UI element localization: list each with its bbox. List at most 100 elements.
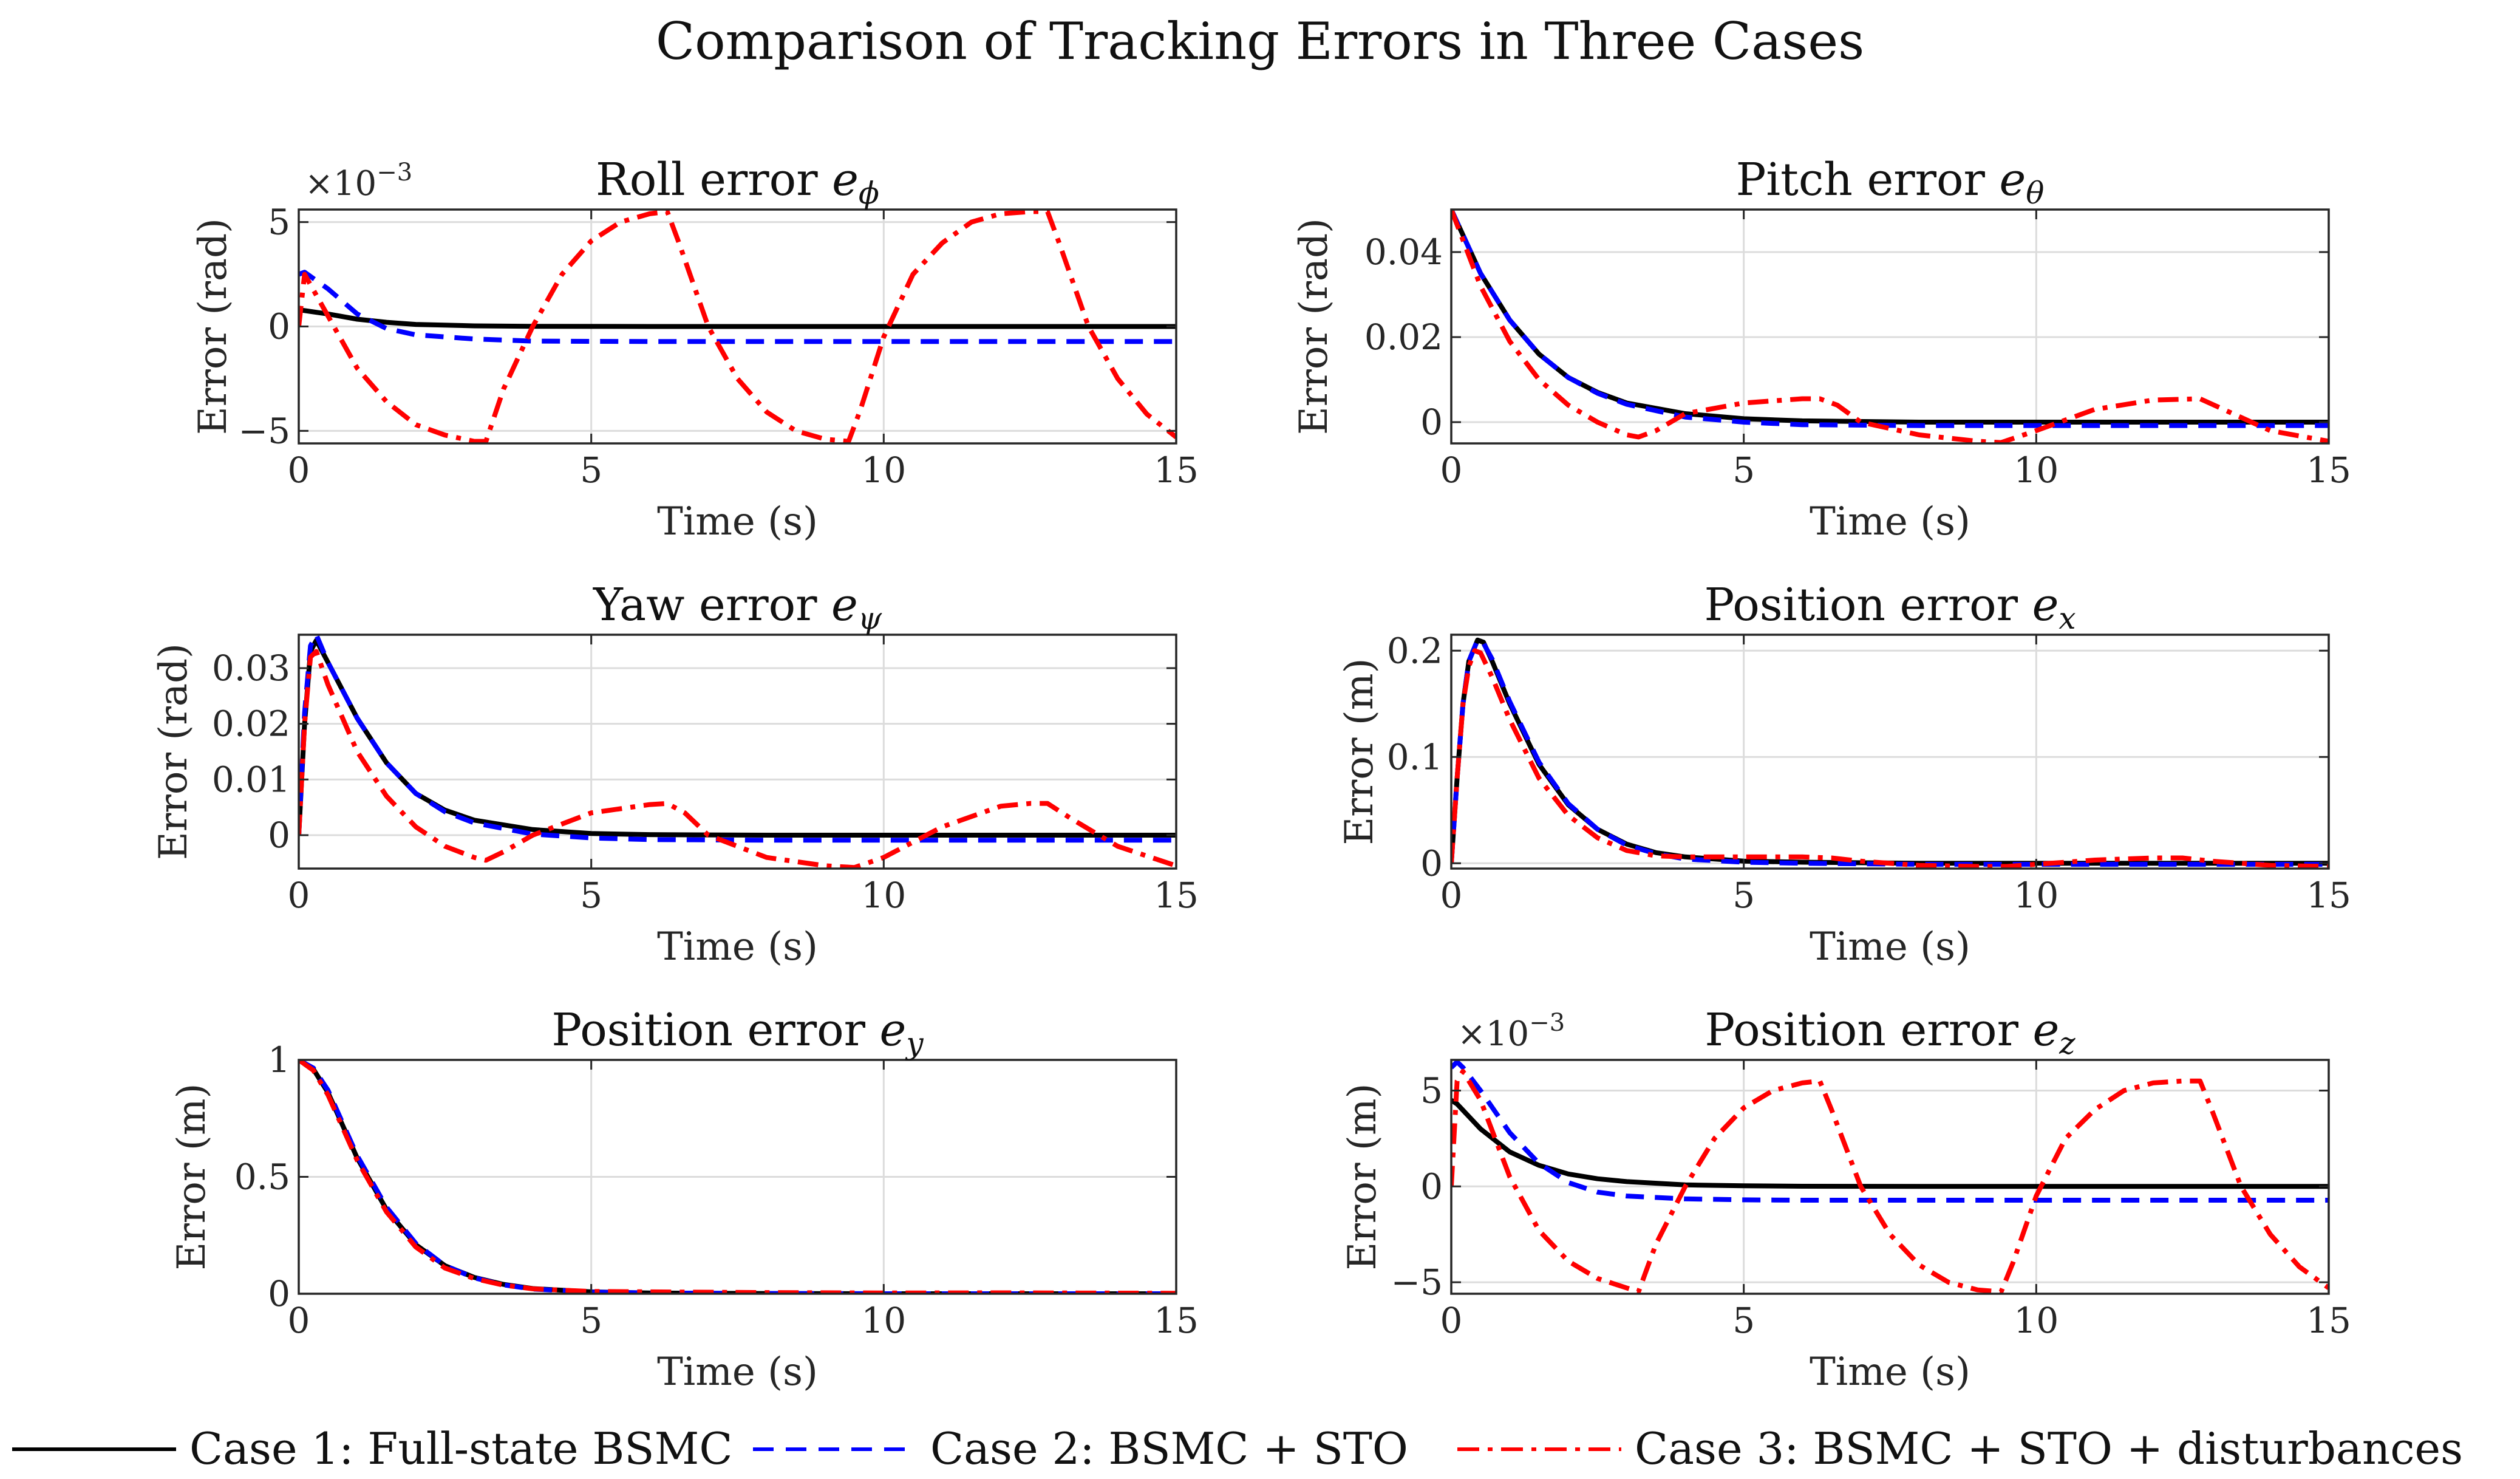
axes-box (1450, 1059, 2330, 1295)
legend: Case 1: Full-state BSMC Case 2: BSMC + S… (0, 1418, 2520, 1479)
x-tick-label: 15 (1154, 875, 1199, 916)
legend-item-case1: Case 1: Full-state BSMC (12, 1418, 732, 1479)
x-tick-label: 15 (2306, 875, 2351, 916)
x-tick-label: 0 (1440, 875, 1463, 916)
y-tick-label: 0.5 (234, 1156, 290, 1198)
y-tick-label: 0.02 (1364, 316, 1443, 358)
x-axis-label: Time (s) (657, 1350, 818, 1395)
series-line-case3 (1451, 1068, 2329, 1294)
series-line-case1 (1451, 1098, 2329, 1189)
subplot-title: Yaw error eψ (593, 579, 882, 636)
x-tick-label: 15 (1154, 1300, 1199, 1341)
x-tick-label: 0 (1440, 449, 1463, 491)
y-exponent-label: ×10−3 (1457, 1009, 1565, 1054)
legend-swatch-case3 (1457, 1447, 1621, 1451)
legend-label-case3: Case 3: BSMC + STO + disturbances (1635, 1423, 2464, 1474)
x-tick-label: 10 (2014, 875, 2059, 916)
y-tick-label: 0.1 (1387, 736, 1443, 777)
subplot-5: 0 5 10 15 0 0.5 1 Position error ey Time (s) Erro… (169, 1004, 1199, 1395)
legend-swatch-case1 (12, 1447, 176, 1451)
series-line-case1 (299, 307, 1176, 329)
y-exponent-label: ×10−3 (305, 159, 412, 203)
series-line-case3 (299, 649, 1176, 869)
y-axis-label: Error (m) (169, 1084, 214, 1271)
legend-label-case2: Case 2: BSMC + STO (930, 1423, 1408, 1474)
y-axis-label: Error (m) (1340, 1084, 1385, 1271)
x-axis-label: Time (s) (657, 499, 818, 544)
x-tick-label: 15 (1154, 449, 1199, 491)
x-tick-label: 10 (861, 1300, 906, 1341)
series-line-case2 (299, 635, 1176, 843)
x-tick-label: 0 (1440, 1300, 1463, 1341)
x-tick-label: 5 (580, 1300, 602, 1341)
y-tick-label: 0.01 (212, 759, 290, 800)
x-axis-label: Time (s) (1810, 924, 1970, 969)
series-line-case3 (1451, 648, 2329, 869)
x-tick-label: 10 (2014, 1300, 2059, 1341)
y-tick-label: 0 (1420, 1166, 1443, 1207)
x-tick-label: 5 (580, 875, 602, 916)
subplot-title: Position error ey (551, 1004, 924, 1061)
series-line-case2 (1451, 210, 2329, 428)
y-tick-label: −5 (1391, 1262, 1443, 1303)
plot-area (1451, 635, 2329, 869)
x-tick-label: 10 (2014, 449, 2059, 491)
legend-item-case3: Case 3: BSMC + STO + disturbances (1457, 1418, 2463, 1479)
y-tick-label: 1 (268, 1039, 290, 1081)
subplot-title: Position error ez (1704, 1004, 2076, 1061)
x-axis-label: Time (s) (657, 924, 818, 969)
series-line-case3 (299, 210, 1176, 443)
x-tick-label: 5 (1732, 1300, 1755, 1341)
subplot-title: Roll error eϕ (596, 154, 879, 211)
y-tick-label: 0.03 (212, 647, 290, 689)
y-axis-label: Error (rad) (1292, 218, 1337, 435)
x-tick-label: 5 (1732, 875, 1755, 916)
subplot-3: 0 5 10 15 0 0.01 0.02 0.03 Yaw error eψ Time (s) E… (151, 579, 1199, 969)
series-line-case2 (1451, 1060, 2329, 1203)
x-tick-label: 0 (288, 1300, 310, 1341)
y-tick-label: 0.04 (1364, 231, 1443, 273)
x-tick-label: 15 (2306, 1300, 2351, 1341)
subplot-title: Pitch error eθ (1736, 154, 2045, 211)
figure-title: Comparison of Tracking Errors in Three C… (655, 12, 1865, 71)
y-tick-label: 0 (1420, 842, 1443, 884)
series-line-case2 (299, 270, 1176, 344)
subplot-title: Position error ex (1704, 579, 2076, 636)
axes-box (298, 634, 1177, 870)
x-tick-label: 10 (861, 449, 906, 491)
x-tick-label: 5 (1732, 449, 1755, 491)
y-tick-label: 0.2 (1387, 630, 1443, 671)
axes-box (1450, 208, 2330, 445)
plot-area (1451, 210, 2329, 443)
x-tick-label: 0 (288, 875, 310, 916)
y-tick-label: 0 (1420, 401, 1443, 443)
x-tick-label: 5 (580, 449, 602, 491)
y-tick-label: 5 (268, 202, 290, 243)
legend-label-case1: Case 1: Full-state BSMC (189, 1423, 733, 1474)
plot-area (299, 635, 1176, 869)
y-tick-label: 0 (268, 1273, 290, 1314)
series-line-case3 (1451, 210, 2329, 443)
x-tick-label: 0 (288, 449, 310, 491)
x-tick-label: 15 (2306, 449, 2351, 491)
subplot-4: 0 5 10 15 0 0.1 0.2 Position error ex Time (s) Er… (1337, 579, 2351, 969)
y-axis-label: Error (m) (1337, 658, 1382, 845)
y-axis-label: Error (rad) (191, 218, 236, 435)
series-line-case2 (1451, 637, 2329, 867)
axes-box (1450, 634, 2330, 870)
y-tick-label: 0 (268, 815, 290, 856)
x-axis-label: Time (s) (1810, 499, 1970, 544)
x-tick-label: 10 (861, 875, 906, 916)
y-tick-label: −5 (239, 410, 291, 451)
y-tick-label: 5 (1420, 1070, 1443, 1111)
legend-swatch-case2 (753, 1447, 917, 1451)
y-axis-label: Error (rad) (151, 643, 196, 860)
y-tick-label: 0.02 (212, 703, 290, 745)
subplot-2: 0 5 10 15 0 0.02 0.04 Pitch error eθ Time (s) Err… (1292, 154, 2351, 544)
legend-item-case2: Case 2: BSMC + STO (753, 1418, 1408, 1479)
x-axis-label: Time (s) (1810, 1350, 1970, 1395)
